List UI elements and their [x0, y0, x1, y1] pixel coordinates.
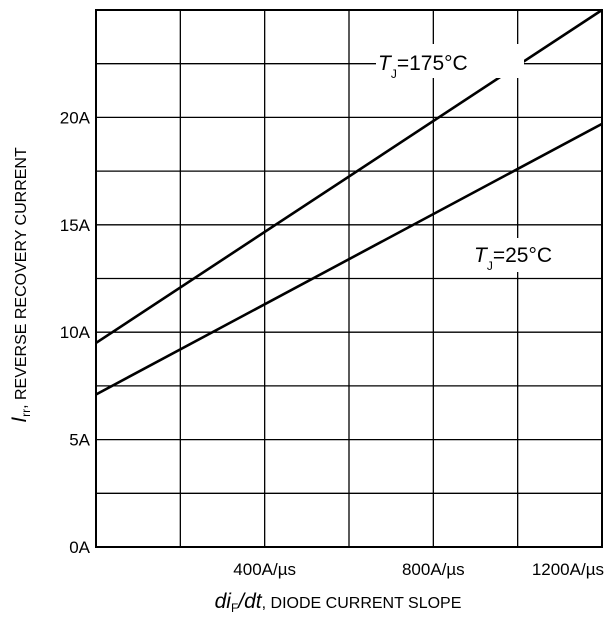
series-labels: TJ=175°C TJ=25°C [376, 44, 588, 273]
series-label-25-text: =25°C [493, 244, 552, 267]
y-axis-symbol: I [8, 417, 31, 423]
series-label-175-symbol: T [378, 52, 393, 75]
grid-lines [96, 10, 603, 547]
y-axis-subscript: rr [19, 409, 33, 417]
x-axis-symbol-tail: /dt [236, 590, 263, 613]
y-tick-label-3: 15A [60, 216, 91, 235]
series-label-175-subscript: J [391, 67, 397, 81]
x-tick-label-1: 800A/µs [402, 560, 465, 579]
series-label-175-text: =175°C [397, 52, 468, 75]
series-line-1 [95, 122, 603, 396]
series-label-175-bg [376, 44, 524, 78]
series-label-175: TJ=175°C [378, 52, 468, 81]
series-label-25: TJ=25°C [474, 244, 552, 273]
y-axis-label: Irr, REVERSE RECOVERY CURRENT [8, 147, 33, 423]
y-tick-label-1: 5A [69, 431, 90, 450]
tick-labels: 0A 5A 10A 15A 20A 400A/µs 800A/µs 1200A/µs [60, 108, 604, 579]
x-tick-label-2: 1200A/µs [532, 560, 604, 579]
y-tick-label-2: 10A [60, 323, 91, 342]
y-tick-label-0: 0A [69, 538, 90, 557]
y-tick-label-4: 20A [60, 108, 91, 127]
y-axis-text: , REVERSE RECOVERY CURRENT [13, 147, 30, 409]
x-axis-symbol: di [215, 590, 233, 613]
plot-frame [95, 9, 603, 548]
x-axis-text: , DIODE CURRENT SLOPE [262, 595, 462, 612]
x-axis-label: diF/dt, DIODE CURRENT SLOPE [215, 590, 462, 615]
series-label-25-symbol: T [474, 244, 489, 267]
x-axis-subscript: F [231, 601, 238, 615]
series-label-25-bg [470, 238, 588, 272]
series-label-25-subscript: J [487, 259, 493, 273]
x-tick-label-0: 400A/µs [233, 560, 296, 579]
